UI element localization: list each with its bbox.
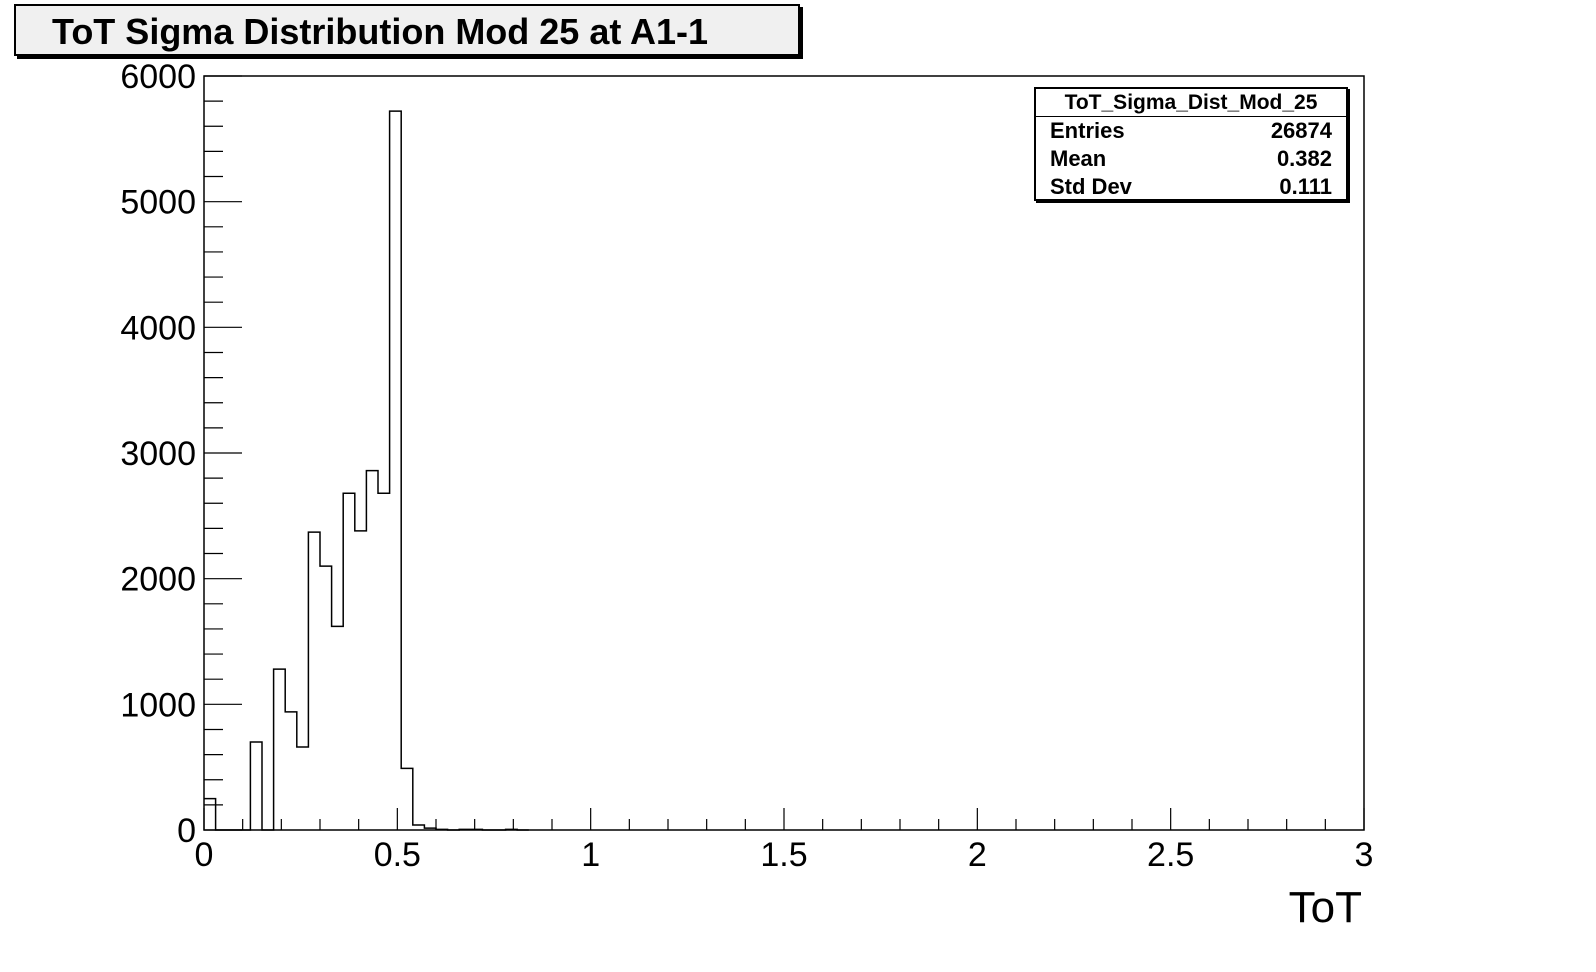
histogram-bar <box>204 799 216 830</box>
y-tick-label: 1000 <box>120 686 196 724</box>
x-axis: 0 0.5 1 1.5 2 2.5 3 <box>195 808 1374 874</box>
x-tick-label: 2.5 <box>1147 836 1194 874</box>
histogram-bar <box>250 742 262 830</box>
stats-box-name: ToT_Sigma_Dist_Mod_25 <box>1036 89 1346 117</box>
y-tick-label: 5000 <box>120 184 196 222</box>
histogram-bar <box>378 493 390 830</box>
stats-value: 26874 <box>1270 118 1332 143</box>
chart-title: ToT Sigma Distribution Mod 25 at A1-1 <box>52 11 709 52</box>
y-tick-label: 6000 <box>120 58 196 96</box>
histogram-outline <box>204 110 529 831</box>
y-tick-label: 2000 <box>120 561 196 599</box>
x-tick-label: 0.5 <box>374 836 421 874</box>
histogram-bar <box>320 566 332 830</box>
x-tick-label: 1.5 <box>760 836 807 874</box>
x-tick-label: 0 <box>195 836 214 874</box>
stats-value: 0.382 <box>1276 146 1332 171</box>
histogram-bar <box>308 532 320 830</box>
x-tick-label: 1 <box>581 836 600 874</box>
stats-label: Entries <box>1050 118 1125 143</box>
stats-row-mean: Mean 0.382 <box>1036 145 1346 173</box>
histogram-bar <box>343 493 355 830</box>
y-tick-label: 4000 <box>120 309 196 347</box>
stats-row-entries: Entries 26874 <box>1036 117 1346 145</box>
histogram-bar <box>355 531 367 830</box>
x-axis-label: ToT <box>1289 883 1362 932</box>
histogram-bar <box>285 712 297 830</box>
histogram-bar <box>274 669 286 830</box>
chart-title-box: ToT Sigma Distribution Mod 25 at A1-1 <box>14 4 800 56</box>
histogram-bar <box>390 111 402 830</box>
histogram-bars <box>204 111 517 830</box>
stats-row-std-dev: Std Dev 0.111 <box>1036 173 1346 201</box>
histogram-bar <box>401 768 413 830</box>
histogram-bar <box>297 747 309 830</box>
histogram-bar <box>366 471 378 830</box>
y-tick-label: 0 <box>177 812 196 850</box>
histogram-bar <box>413 825 425 830</box>
stats-value: 0.111 <box>1279 174 1332 199</box>
x-tick-label: 2 <box>968 836 987 874</box>
histogram-bar <box>332 626 344 830</box>
y-tick-label: 3000 <box>120 435 196 473</box>
stats-label: Std Dev <box>1050 174 1132 199</box>
y-axis: 0 1000 2000 3000 4000 5000 6000 <box>120 58 242 850</box>
stats-label: Mean <box>1050 146 1107 171</box>
x-tick-label: 3 <box>1355 836 1374 874</box>
stats-box: ToT_Sigma_Dist_Mod_25 Entries 26874 Mean… <box>1034 87 1348 201</box>
